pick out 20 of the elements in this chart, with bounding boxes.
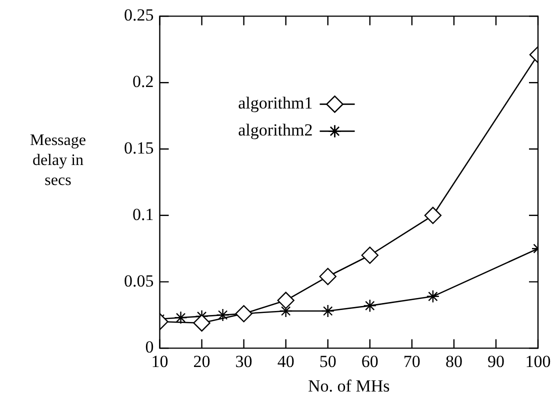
x-tick-label: 80 <box>445 352 462 371</box>
y-tick-label: 0.05 <box>124 271 154 290</box>
x-tick-label: 60 <box>361 352 378 371</box>
y-tick-label: 0 <box>145 338 154 357</box>
x-tick-label: 20 <box>193 352 210 371</box>
x-axis-title: No. of MHs <box>308 376 390 396</box>
y-tick-label: 0.25 <box>124 6 154 25</box>
y-tick-label: 0.15 <box>124 138 154 158</box>
legend-label: algorithm2 <box>238 120 313 140</box>
x-tick-label: 70 <box>403 352 420 371</box>
y-tick-label: 0.2 <box>132 72 154 92</box>
x-tick-label: 90 <box>487 352 504 371</box>
x-tick-label: 100 <box>525 352 551 371</box>
legend-label: algorithm1 <box>238 94 313 113</box>
y-tick-label: 0.1 <box>132 204 154 224</box>
x-tick-label: 30 <box>235 352 252 371</box>
y-axis-title: Message delay in secs <box>29 131 87 192</box>
x-tick-label: 50 <box>319 352 336 371</box>
x-tick-label: 10 <box>151 352 168 371</box>
x-tick-label: 40 <box>277 352 294 371</box>
